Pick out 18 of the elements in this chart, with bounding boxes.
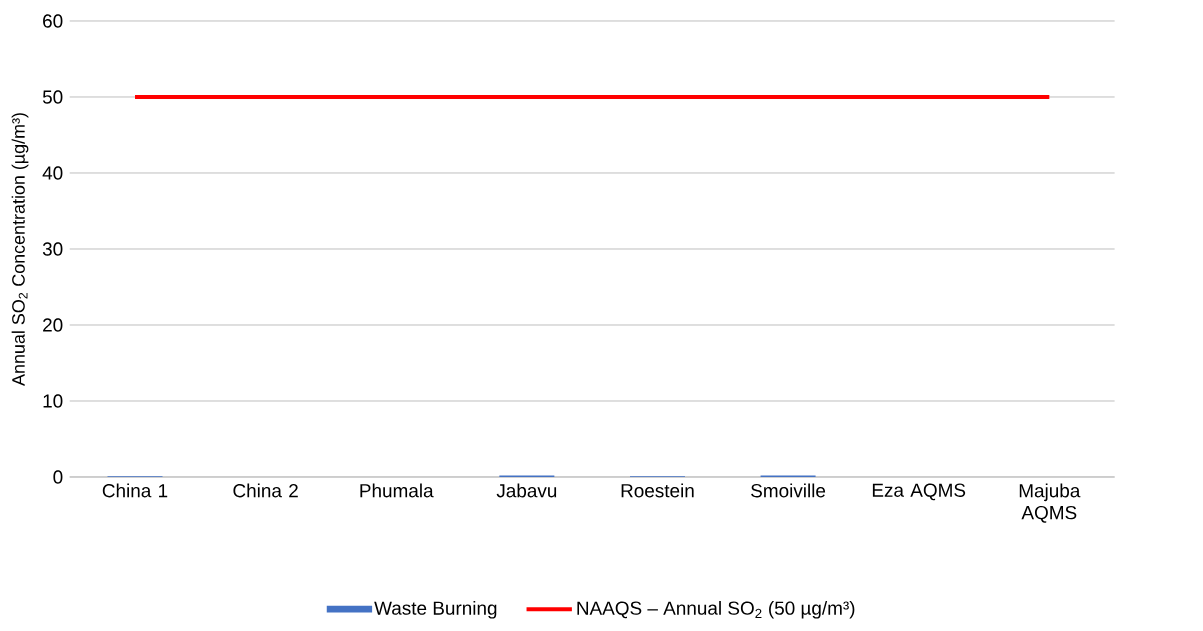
x-tick-label: Majuba AQMS: [1019, 483, 1081, 523]
y-tick-label: 10: [43, 394, 63, 408]
x-tick-label: Eza AQMS: [872, 483, 966, 501]
legend-label: Waste Burning: [374, 600, 497, 619]
y-tick-label: 20: [43, 318, 63, 332]
x-tick-label: Jabavu: [496, 483, 557, 498]
y-tick-label: 40: [42, 166, 63, 180]
y-tick-label: 50: [42, 90, 63, 104]
x-tick-label: China 2: [233, 483, 298, 498]
legend-label: NAAQS – Annual SO$_{2}$ (50 µg/m³): [577, 600, 855, 619]
y-tick-label: 30: [42, 242, 63, 256]
y-tick-label: 0: [53, 470, 63, 484]
x-tick-label: Roestein: [621, 483, 694, 498]
x-tick-label: Phumala: [360, 483, 434, 498]
x-tick-label: China 1: [102, 483, 168, 498]
y-axis-title: Annual SO$_{2}$ Concentration (µg/m³): [11, 113, 29, 386]
y-tick-label: 60: [43, 14, 63, 28]
x-tick-label: Smoiville: [751, 483, 826, 498]
